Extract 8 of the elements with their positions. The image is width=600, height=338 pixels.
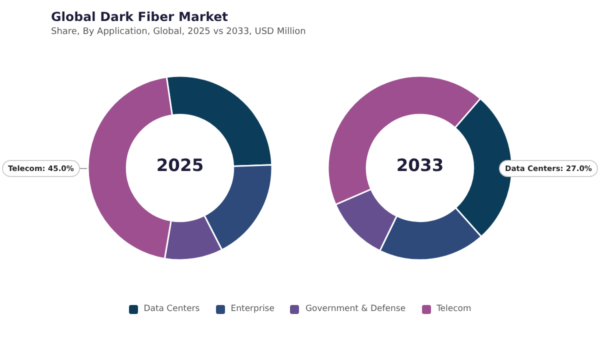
legend-label: Data Centers — [144, 304, 200, 314]
legend-label: Telecom — [436, 304, 472, 314]
text: 2033 — [396, 156, 444, 176]
legend-label: Enterprise — [230, 304, 274, 314]
chart-subtitle: Share, By Application, Global, 2025 vs 2033, USD Million — [51, 27, 306, 37]
text: 2025 — [156, 156, 204, 176]
chart-title: Global Dark Fiber Market — [51, 9, 228, 24]
legend-label: Government & Defense — [305, 304, 406, 314]
